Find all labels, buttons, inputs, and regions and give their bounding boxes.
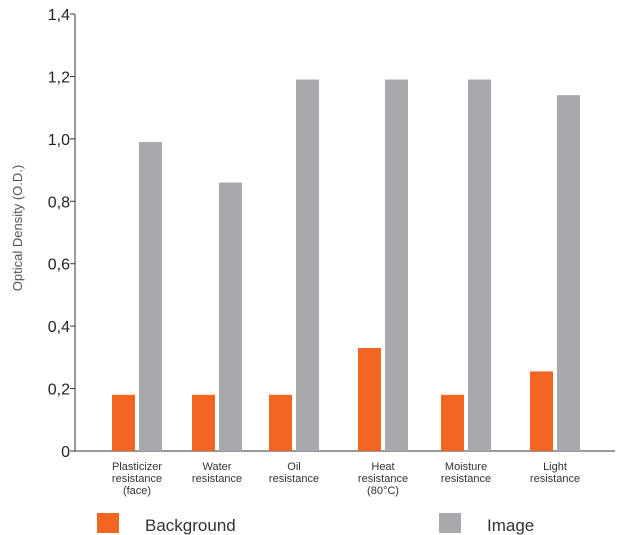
legend-swatch-image bbox=[439, 513, 461, 533]
y-tick-label: 0,4 bbox=[48, 319, 70, 336]
x-category-label: Plasticizer resistance (face) bbox=[112, 461, 162, 497]
bar-image-4 bbox=[468, 79, 491, 452]
legend-label-image: Image bbox=[487, 516, 534, 535]
bar-image-2 bbox=[296, 79, 319, 452]
bar-background-1 bbox=[192, 394, 215, 451]
bar-background-5 bbox=[530, 371, 553, 451]
y-tick-label: 0,6 bbox=[48, 257, 70, 274]
bar-image-5 bbox=[557, 95, 580, 452]
x-category-label: Light resistance bbox=[530, 461, 580, 485]
bar-background-0 bbox=[112, 394, 135, 451]
x-category-label-line: Plasticizer bbox=[112, 461, 162, 473]
bars bbox=[112, 79, 580, 452]
x-category-label: Oil resistance bbox=[269, 461, 319, 485]
x-category-label: Moisture resistance bbox=[441, 461, 491, 485]
x-category-label-line: Light bbox=[543, 461, 567, 473]
x-category-label: Heat resistance (80°C) bbox=[358, 461, 408, 497]
x-category-label-line: resistance bbox=[530, 473, 580, 485]
y-axis-label: Optical Density (O.D.) bbox=[10, 165, 25, 291]
x-axis-labels: Plasticizer resistance (face)Water resistan… bbox=[112, 461, 580, 497]
bar-image-1 bbox=[219, 182, 242, 452]
bar-background-3 bbox=[358, 347, 381, 451]
axes bbox=[74, 14, 615, 452]
legend: Background Image bbox=[97, 513, 534, 535]
y-tick-label: 0,8 bbox=[48, 194, 70, 211]
x-category-label-line: Oil bbox=[287, 461, 300, 473]
bar-image-3 bbox=[385, 79, 408, 452]
x-category-label-line: (80°C) bbox=[367, 485, 399, 497]
y-tick-label: 1,4 bbox=[48, 7, 70, 24]
x-category-label-line: resistance bbox=[441, 473, 491, 485]
x-category-label-line: resistance bbox=[269, 473, 319, 485]
x-category-label-line: Heat bbox=[371, 461, 394, 473]
x-category-label-line: Water bbox=[203, 461, 232, 473]
y-axis-ticks: 0 0,2 0,4 0,6 0,8 1,0 1,2 1,4 bbox=[48, 7, 75, 461]
y-tick-label: 0 bbox=[61, 444, 70, 461]
x-category-label-line: resistance bbox=[192, 473, 242, 485]
x-category-label-line: resistance bbox=[358, 473, 408, 485]
x-category-label-line: resistance bbox=[112, 473, 162, 485]
x-category-label: Water resistance bbox=[192, 461, 242, 485]
legend-label-background: Background bbox=[145, 516, 236, 535]
x-category-label-line: (face) bbox=[123, 485, 151, 497]
bar-background-4 bbox=[441, 394, 464, 451]
x-category-label-line: Moisture bbox=[445, 461, 487, 473]
legend-swatch-background bbox=[97, 513, 119, 533]
y-tick-label: 1,2 bbox=[48, 69, 70, 86]
y-tick-label: 1,0 bbox=[48, 132, 70, 149]
y-tick-label: 0,2 bbox=[48, 382, 70, 399]
bar-background-2 bbox=[269, 394, 292, 451]
bar-image-0 bbox=[139, 141, 162, 451]
